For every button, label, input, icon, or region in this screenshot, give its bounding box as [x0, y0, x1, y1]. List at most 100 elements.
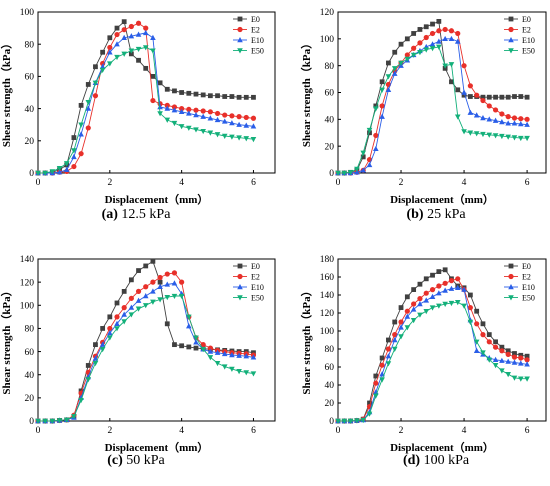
x-tick-label: 4	[462, 426, 467, 436]
y-tick-label: 20	[325, 142, 335, 152]
data-point-e50	[335, 418, 341, 424]
series-line-e50	[338, 46, 528, 174]
data-point-e2	[455, 30, 461, 37]
data-point-e10	[92, 355, 99, 361]
y-tick-label: 80	[25, 40, 35, 50]
legend-marker	[237, 48, 243, 54]
data-point-e10	[511, 120, 518, 126]
data-point-e10	[121, 34, 127, 40]
data-point-e0	[360, 154, 366, 160]
data-point-e10	[398, 324, 404, 330]
data-point-e10	[142, 29, 149, 36]
data-point-e10	[221, 118, 228, 124]
y-tick-label: 60	[325, 89, 335, 99]
data-point-e10	[448, 35, 455, 42]
legend-marker	[237, 263, 243, 269]
legend-marker	[237, 273, 243, 280]
data-point-e50	[85, 99, 92, 106]
data-point-e2	[186, 106, 192, 113]
data-point-e10	[171, 280, 178, 286]
data-point-e50	[49, 169, 56, 175]
chart-panel-d: 0 2 4 6020406080100120140160180Displacement…	[300, 255, 547, 468]
data-point-e50	[92, 80, 99, 86]
data-point-e2	[474, 321, 480, 327]
data-point-e50	[486, 357, 493, 363]
data-point-e50	[335, 170, 341, 176]
data-point-e2	[524, 116, 530, 122]
data-point-e2	[373, 380, 379, 386]
data-point-e2	[392, 332, 398, 338]
data-point-e50	[221, 133, 228, 139]
data-point-e0	[392, 319, 398, 325]
data-point-e10	[171, 107, 178, 113]
data-point-e2	[143, 25, 149, 31]
series-line-e50	[38, 295, 254, 422]
data-point-e2	[423, 290, 429, 296]
legend-marker	[508, 26, 514, 33]
data-point-e50	[448, 300, 455, 307]
data-point-e50	[410, 318, 417, 324]
data-point-e2	[518, 355, 524, 361]
data-point-e0	[417, 281, 423, 287]
data-point-e2	[114, 314, 120, 320]
y-tick-label: 20	[325, 399, 335, 409]
data-point-e50	[511, 375, 518, 381]
y-axis-label: Shear strength（kPa）	[0, 285, 13, 394]
data-point-e2	[150, 97, 156, 104]
data-point-e50	[128, 48, 135, 54]
data-point-e2	[164, 102, 170, 108]
data-point-e50	[442, 301, 448, 307]
data-point-e0	[164, 321, 170, 327]
data-point-e10	[448, 285, 455, 291]
data-point-e10	[128, 304, 135, 310]
data-point-e50	[157, 111, 163, 117]
x-tick-label: 6	[525, 426, 530, 436]
data-point-e0	[436, 18, 442, 24]
data-point-e50	[85, 377, 92, 383]
data-point-e2	[442, 26, 448, 33]
data-point-e0	[379, 355, 385, 361]
data-point-e50	[429, 46, 436, 52]
data-point-e10	[454, 38, 461, 44]
data-point-e2	[207, 345, 213, 351]
data-point-e50	[385, 74, 392, 80]
legend-label: E0	[522, 262, 531, 271]
y-tick-label: 100	[320, 327, 335, 337]
legend-marker	[508, 263, 514, 269]
data-point-e2	[492, 344, 499, 350]
data-point-e0	[480, 321, 486, 327]
data-point-e50	[517, 135, 524, 142]
x-tick-label: 0	[336, 426, 341, 436]
data-point-e2	[71, 163, 77, 170]
data-point-e2	[511, 115, 518, 121]
panel-caption: (d) 100 kPa	[403, 453, 470, 468]
data-point-e2	[236, 114, 242, 120]
data-point-e50	[473, 339, 480, 345]
data-point-e50	[398, 60, 404, 66]
data-point-e50	[454, 300, 461, 306]
x-tick-label: 6	[525, 178, 530, 188]
data-point-e2	[200, 342, 206, 348]
data-point-e2	[179, 106, 185, 112]
data-point-e50	[366, 127, 373, 134]
series-line-e2	[338, 278, 528, 422]
data-point-e0	[150, 258, 156, 264]
data-point-e50	[236, 135, 242, 141]
data-point-e50	[341, 418, 348, 424]
data-point-e10	[505, 358, 511, 364]
data-point-e2	[229, 113, 235, 119]
x-tick-label: 2	[107, 178, 112, 188]
data-point-e0	[78, 102, 84, 108]
data-point-e50	[178, 124, 185, 130]
data-point-e10	[99, 63, 106, 69]
chart-panel-b: 0 2 4 6020406080100120Displacement（mm）Shear…	[300, 8, 547, 222]
data-point-e10	[214, 349, 221, 355]
data-point-e2	[417, 296, 423, 302]
data-point-e10	[142, 293, 149, 299]
data-point-e50	[505, 372, 511, 378]
legend-label: E0	[522, 15, 531, 24]
data-point-e0	[107, 35, 113, 41]
data-point-e10	[63, 166, 70, 172]
data-point-e10	[236, 121, 242, 127]
